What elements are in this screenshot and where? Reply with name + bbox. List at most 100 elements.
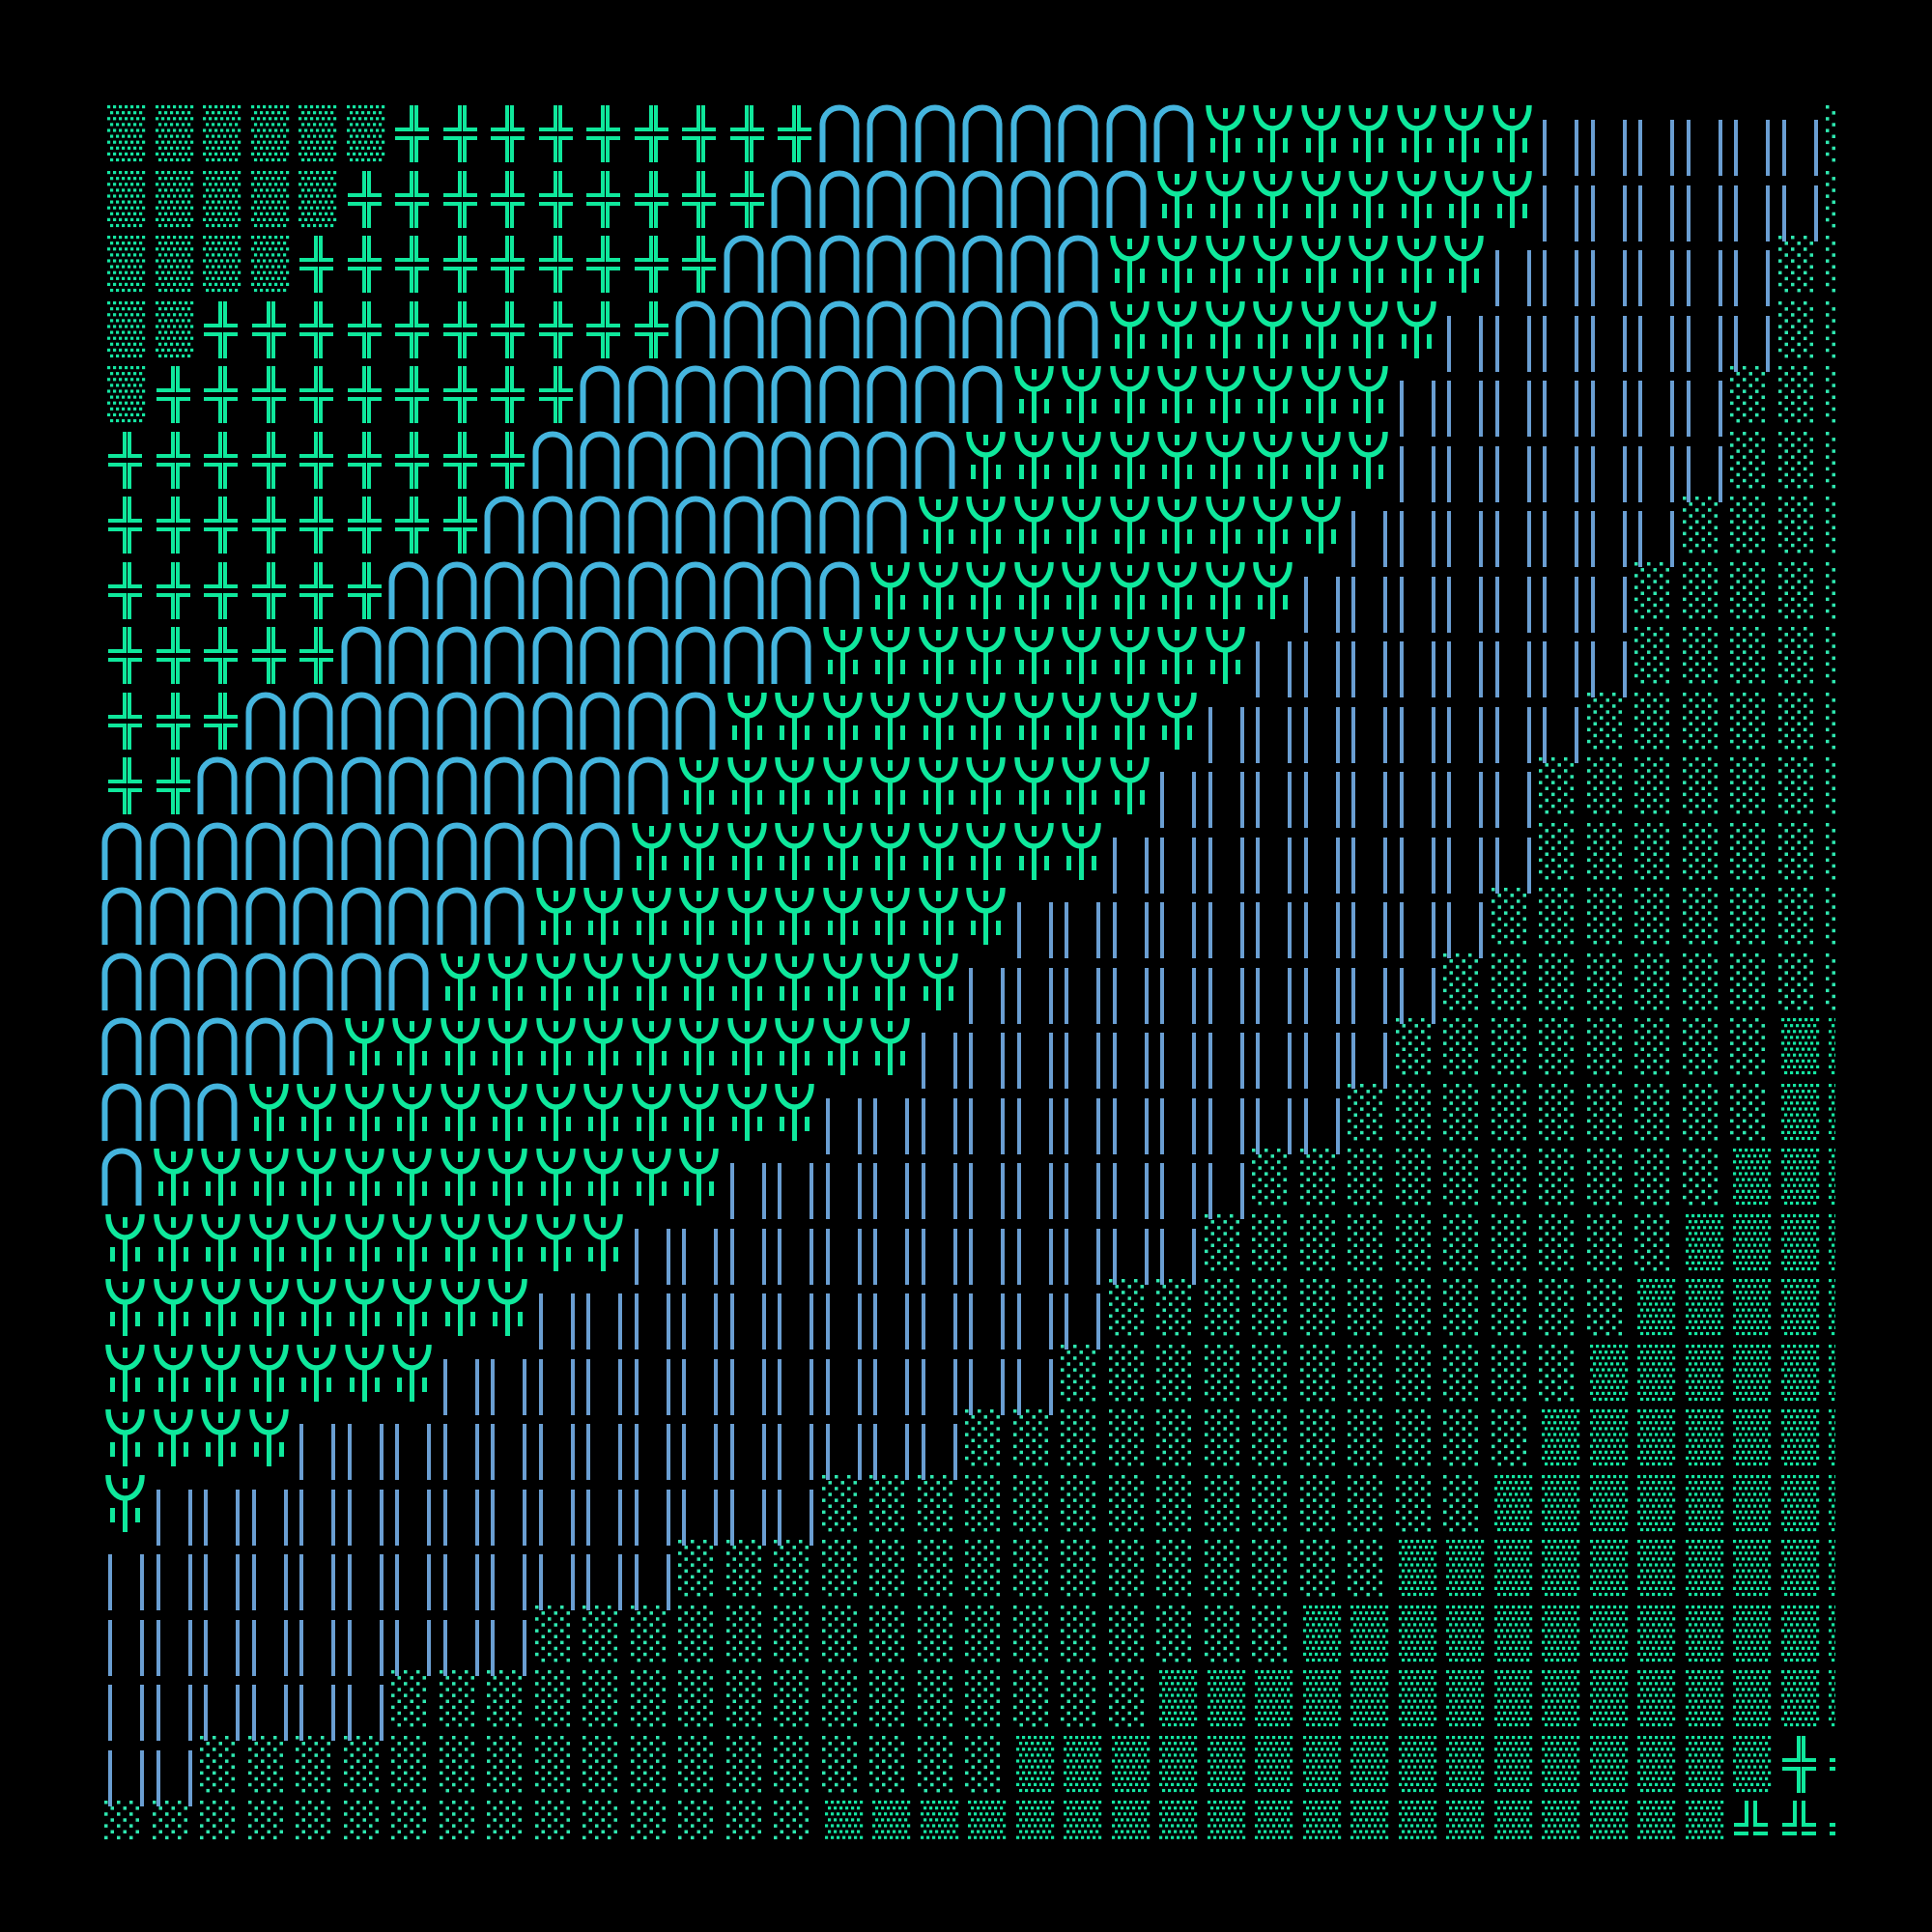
- glyph-double-bar-icon: [1160, 1228, 1196, 1285]
- glyph-light-shade-icon: [1826, 822, 1835, 879]
- glyph-arch-icon: [147, 949, 195, 1014]
- glyph-double-cross-icon: [347, 431, 382, 489]
- glyph-light-shade-icon: [534, 1605, 570, 1662]
- glyph-light-shade-icon: [1204, 1409, 1239, 1466]
- glyph-light-shade-icon: [1299, 1279, 1335, 1336]
- glyph-arch-icon: [338, 818, 386, 884]
- glyph-double-bar-icon: [1399, 641, 1435, 697]
- glyph-double-bar-icon: [204, 1554, 240, 1610]
- glyph-light-shade-icon: [1586, 692, 1622, 749]
- glyph-psi-icon: [1199, 427, 1247, 493]
- glyph-arch-icon: [577, 492, 625, 557]
- glyph-light-shade-icon: [1634, 1213, 1669, 1270]
- glyph-dense-shade-icon: [1829, 1409, 1835, 1466]
- glyph-light-shade-icon: [917, 1540, 952, 1597]
- glyph-psi-icon: [864, 818, 912, 884]
- glyph-dense-shade-icon: [1493, 1801, 1532, 1841]
- glyph-light-shade-icon: [821, 1605, 857, 1662]
- glyph-light-shade-icon: [774, 1540, 809, 1597]
- glyph-light-shade-icon: [821, 1540, 857, 1597]
- glyph-light-shade-icon: [343, 1735, 379, 1792]
- glyph-double-bar-icon: [682, 1228, 718, 1285]
- glyph-double-bar-icon: [1543, 511, 1578, 567]
- glyph-psi-icon: [1151, 166, 1199, 232]
- glyph-double-bar-icon: [1734, 315, 1770, 372]
- glyph-double-bar-icon: [1208, 1097, 1244, 1154]
- glyph-psi-icon: [1294, 427, 1343, 493]
- glyph-light-shade-icon: [1204, 1279, 1239, 1336]
- glyph-psi-icon: [959, 688, 1008, 753]
- glyph-dense-shade-icon: [1493, 1670, 1532, 1727]
- glyph-arch-icon: [577, 818, 625, 884]
- glyph-dense-shade-icon: [1255, 1801, 1293, 1841]
- glyph-light-shade-icon: [821, 1735, 857, 1792]
- glyph-light-shade-icon: [774, 1670, 809, 1727]
- glyph-double-bar-icon: [586, 1424, 622, 1480]
- glyph-light-shade-icon: [1395, 1409, 1431, 1466]
- glyph-light-shade-icon: [774, 1801, 809, 1841]
- glyph-psi-icon: [481, 1013, 529, 1079]
- glyph-double-bar-icon: [1638, 120, 1674, 176]
- glyph-arch-icon: [99, 949, 147, 1014]
- glyph-arch-icon: [147, 818, 195, 884]
- glyph-double-cross-icon: [442, 236, 477, 293]
- glyph-psi-icon: [1103, 427, 1151, 493]
- glyph-psi-icon: [816, 818, 865, 884]
- glyph-dense-shade-icon: [1685, 1409, 1723, 1466]
- glyph-double-cross-icon: [1781, 1735, 1816, 1793]
- glyph-dense-shade-icon: [1829, 1670, 1835, 1727]
- glyph-double-cross-icon: [299, 236, 333, 293]
- glyph-dense-shade-icon: [1685, 1213, 1723, 1270]
- glyph-light-shade-icon: [917, 1474, 952, 1531]
- glyph-double-bar-icon: [825, 1097, 862, 1154]
- glyph-dense-shade-icon: [1733, 1474, 1772, 1531]
- glyph-double-cross-icon: [442, 497, 477, 554]
- glyph-light-shade-icon: [1826, 105, 1835, 162]
- glyph-double-cross-icon: [442, 431, 477, 489]
- glyph-light-shade-icon: [1491, 952, 1526, 1009]
- glyph-light-shade-icon: [582, 1735, 617, 1792]
- glyph-light-shade-icon: [104, 1801, 139, 1841]
- glyph-dense-shade-icon: [1589, 1540, 1628, 1597]
- glyph-psi-icon: [99, 1274, 147, 1340]
- glyph-psi-icon: [385, 1144, 434, 1209]
- glyph-double-bar-icon: [347, 1619, 384, 1676]
- glyph-double-cross-icon: [634, 236, 668, 293]
- glyph-double-bar-icon: [299, 1489, 335, 1546]
- glyph-arch-icon: [1008, 297, 1056, 362]
- glyph-light-shade-icon: [1108, 1279, 1144, 1336]
- glyph-dense-shade-icon: [1733, 1735, 1772, 1792]
- glyph-dense-shade-icon: [1733, 1344, 1772, 1401]
- glyph-psi-icon: [1342, 166, 1390, 232]
- glyph-light-shade-icon: [1826, 300, 1835, 357]
- glyph-psi-icon: [1055, 361, 1103, 427]
- glyph-psi-icon: [434, 1013, 482, 1079]
- glyph-double-bar-icon: [1208, 837, 1244, 894]
- glyph-psi-icon: [1199, 100, 1247, 166]
- glyph-light-shade-icon: [1156, 1409, 1191, 1466]
- glyph-dense-shade-icon: [1015, 1801, 1054, 1841]
- glyph-light-shade-icon: [1348, 1409, 1382, 1466]
- glyph-double-bar-icon: [634, 1424, 670, 1480]
- glyph-light-shade-icon: [1777, 757, 1813, 814]
- glyph-dense-shade-icon: [298, 105, 337, 162]
- glyph-light-shade-icon: [487, 1735, 522, 1792]
- glyph-double-bar-icon: [969, 1293, 1005, 1350]
- glyph-dense-shade-icon: [1733, 1605, 1772, 1662]
- glyph-double-bar-icon: [1351, 902, 1387, 958]
- glyph-psi-icon: [672, 883, 721, 949]
- glyph-psi-icon: [1294, 297, 1343, 362]
- glyph-double-bar-icon: [347, 1554, 384, 1610]
- glyph-arch-icon: [338, 753, 386, 818]
- glyph-double-bar-icon: [1065, 902, 1100, 958]
- glyph-psi-icon: [768, 883, 816, 949]
- glyph-psi-icon: [385, 1209, 434, 1275]
- glyph-light-shade-icon: [1826, 497, 1835, 554]
- glyph-double-bar-icon: [491, 1358, 526, 1415]
- glyph-double-cross-icon: [729, 170, 764, 228]
- glyph-arch-icon: [1055, 297, 1103, 362]
- glyph-psi-icon: [768, 1013, 816, 1079]
- glyph-dense-shade-icon: [1637, 1344, 1676, 1401]
- glyph-double-cross-icon: [442, 170, 477, 228]
- glyph-double-bar-icon: [1638, 445, 1674, 502]
